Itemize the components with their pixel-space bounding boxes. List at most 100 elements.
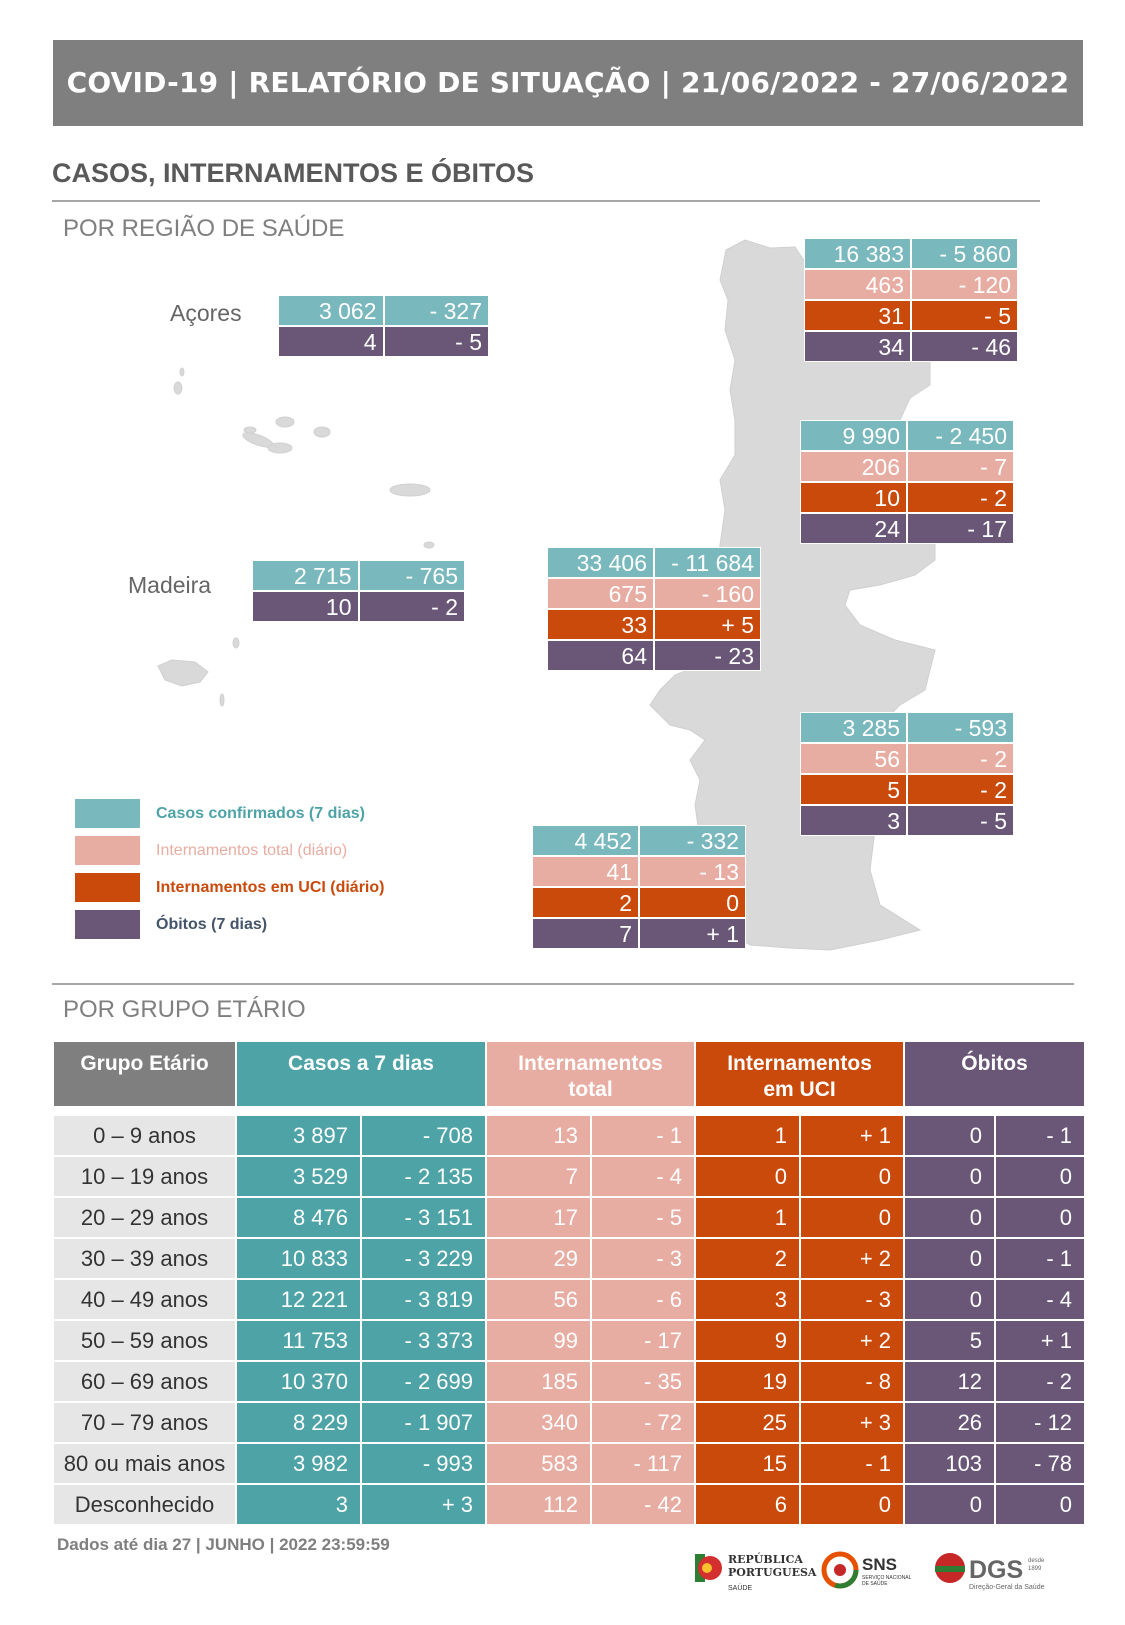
deaths-change: 0 <box>994 1483 1087 1526</box>
hosp-value: 99 <box>485 1319 593 1362</box>
algarve-icu-change: 0 <box>639 887 746 918</box>
cases-value: 3 982 <box>235 1442 362 1485</box>
deaths-value: 0 <box>903 1155 997 1198</box>
header-icu-line1: Internamentos <box>727 1052 872 1075</box>
hosp-change: - 72 <box>590 1401 697 1444</box>
cases-change: - 2 699 <box>359 1360 488 1403</box>
deaths-value: 0 <box>903 1483 997 1526</box>
republica-line1: REPÚBLICA <box>728 1552 803 1566</box>
table-row: 60 – 69 anos 10 370- 2 699 185- 35 19- 8 12-… <box>52 1360 1087 1403</box>
madeira-cases-change: - 765 <box>358 560 465 591</box>
cases-value: 10 370 <box>235 1360 362 1403</box>
dgs-sub: Direção-Geral da Saúde <box>969 1584 1045 1591</box>
lvt-hosp-value: 675 <box>547 578 654 609</box>
deaths-change: - 78 <box>994 1442 1087 1485</box>
dgs-small1: desde <box>1028 1558 1045 1564</box>
dgs-logo: DGS desde 1899 Direção-Geral da Saúde <box>935 1553 1045 1591</box>
icu-value: 1 <box>694 1196 802 1239</box>
icu-value: 0 <box>694 1155 802 1198</box>
sns-main: SNS <box>862 1555 897 1574</box>
region-centro-stats: 9 990- 2 450 206- 7 10- 2 24- 17 <box>800 420 1014 544</box>
republica-line3: SAÚDE <box>728 1583 752 1592</box>
header-icu: Internamentos em UCI <box>694 1040 906 1108</box>
age-group: 80 ou mais anos <box>52 1442 237 1485</box>
section-divider <box>52 200 1040 202</box>
deaths-value: 103 <box>903 1442 997 1485</box>
cases-change: - 3 819 <box>359 1278 488 1321</box>
hosp-change: - 1 <box>590 1114 697 1157</box>
norte-deaths-change: - 46 <box>911 331 1018 362</box>
age-group: 0 – 9 anos <box>52 1114 237 1157</box>
algarve-hosp-change: - 13 <box>639 856 746 887</box>
icu-value: 2 <box>694 1237 802 1280</box>
alentejo-deaths-value: 3 <box>800 805 907 836</box>
centro-deaths-value: 24 <box>800 513 907 544</box>
legend-swatch-icu <box>75 873 140 902</box>
data-cutoff-note: Dados até dia 27 | JUNHO | 2022 23:59:59 <box>57 1535 390 1554</box>
centro-hosp-change: - 7 <box>907 451 1014 482</box>
deaths-value: 0 <box>903 1237 997 1280</box>
norte-deaths-value: 34 <box>804 331 911 362</box>
hosp-value: 112 <box>485 1483 593 1526</box>
icu-change: - 3 <box>799 1278 906 1321</box>
lvt-cases-change: - 11 684 <box>654 547 761 578</box>
lvt-icu-value: 33 <box>547 609 654 640</box>
icu-value: 6 <box>694 1483 802 1526</box>
deaths-change: - 12 <box>994 1401 1087 1444</box>
hosp-change: - 35 <box>590 1360 697 1403</box>
header-hosp: Internamentos total <box>485 1040 697 1108</box>
header-deaths: Óbitos <box>903 1040 1087 1108</box>
legend-swatch-cases <box>75 799 140 828</box>
legend-swatch-hosp <box>75 836 140 865</box>
footer-logos: REPÚBLICA PORTUGUESA SAÚDE SNS SERVIÇO N… <box>690 1548 1090 1608</box>
alentejo-cases-value: 3 285 <box>800 712 907 743</box>
cases-value: 3 897 <box>235 1114 362 1157</box>
deaths-value: 0 <box>903 1114 997 1157</box>
cases-change: + 3 <box>359 1483 488 1526</box>
region-lvt-stats: 33 406- 11 684 675- 160 33 + 5 64- 23 <box>547 547 761 671</box>
acores-deaths-change: - 5 <box>383 326 489 357</box>
centro-icu-value: 10 <box>800 482 907 513</box>
icu-value: 25 <box>694 1401 802 1444</box>
hosp-value: 583 <box>485 1442 593 1485</box>
deaths-value: 26 <box>903 1401 997 1444</box>
dgs-small2: 1899 <box>1028 1566 1042 1572</box>
icu-value: 1 <box>694 1114 802 1157</box>
hosp-change: - 4 <box>590 1155 697 1198</box>
acores-stats: 3 062- 327 4- 5 <box>278 295 489 357</box>
lvt-deaths-change: - 23 <box>654 640 761 671</box>
deaths-change: - 1 <box>994 1237 1087 1280</box>
age-group: 10 – 19 anos <box>52 1155 237 1198</box>
sns-logo: SNS SERVIÇO NACIONAL DE SAÚDE <box>821 1551 912 1589</box>
cases-value: 8 229 <box>235 1401 362 1444</box>
dgs-main: DGS <box>969 1556 1023 1584</box>
header-icu-line2: em UCI <box>763 1078 836 1101</box>
icu-change: - 1 <box>799 1442 906 1485</box>
algarve-cases-value: 4 452 <box>532 825 639 856</box>
icu-value: 3 <box>694 1278 802 1321</box>
icu-change: + 2 <box>799 1319 906 1362</box>
cases-change: - 1 907 <box>359 1401 488 1444</box>
cases-value: 3 <box>235 1483 362 1526</box>
legend-label-icu: Internamentos em UCI (diário) <box>156 878 385 896</box>
deaths-change: - 4 <box>994 1278 1087 1321</box>
lvt-cases-value: 33 406 <box>547 547 654 578</box>
icu-change: 0 <box>799 1155 906 1198</box>
algarve-deaths-change: + 1 <box>639 918 746 949</box>
norte-cases-value: 16 383 <box>804 238 911 269</box>
centro-icu-change: - 2 <box>907 482 1014 513</box>
lvt-deaths-value: 64 <box>547 640 654 671</box>
age-section-divider <box>52 983 1074 985</box>
hosp-change: - 3 <box>590 1237 697 1280</box>
hosp-change: - 42 <box>590 1483 697 1526</box>
age-group: 50 – 59 anos <box>52 1319 237 1362</box>
icu-value: 19 <box>694 1360 802 1403</box>
legend-label-hosp: Internamentos total (diário) <box>156 841 348 859</box>
icu-change: 0 <box>799 1483 906 1526</box>
alentejo-icu-value: 5 <box>800 774 907 805</box>
header-hosp-line1: Internamentos <box>518 1052 663 1075</box>
